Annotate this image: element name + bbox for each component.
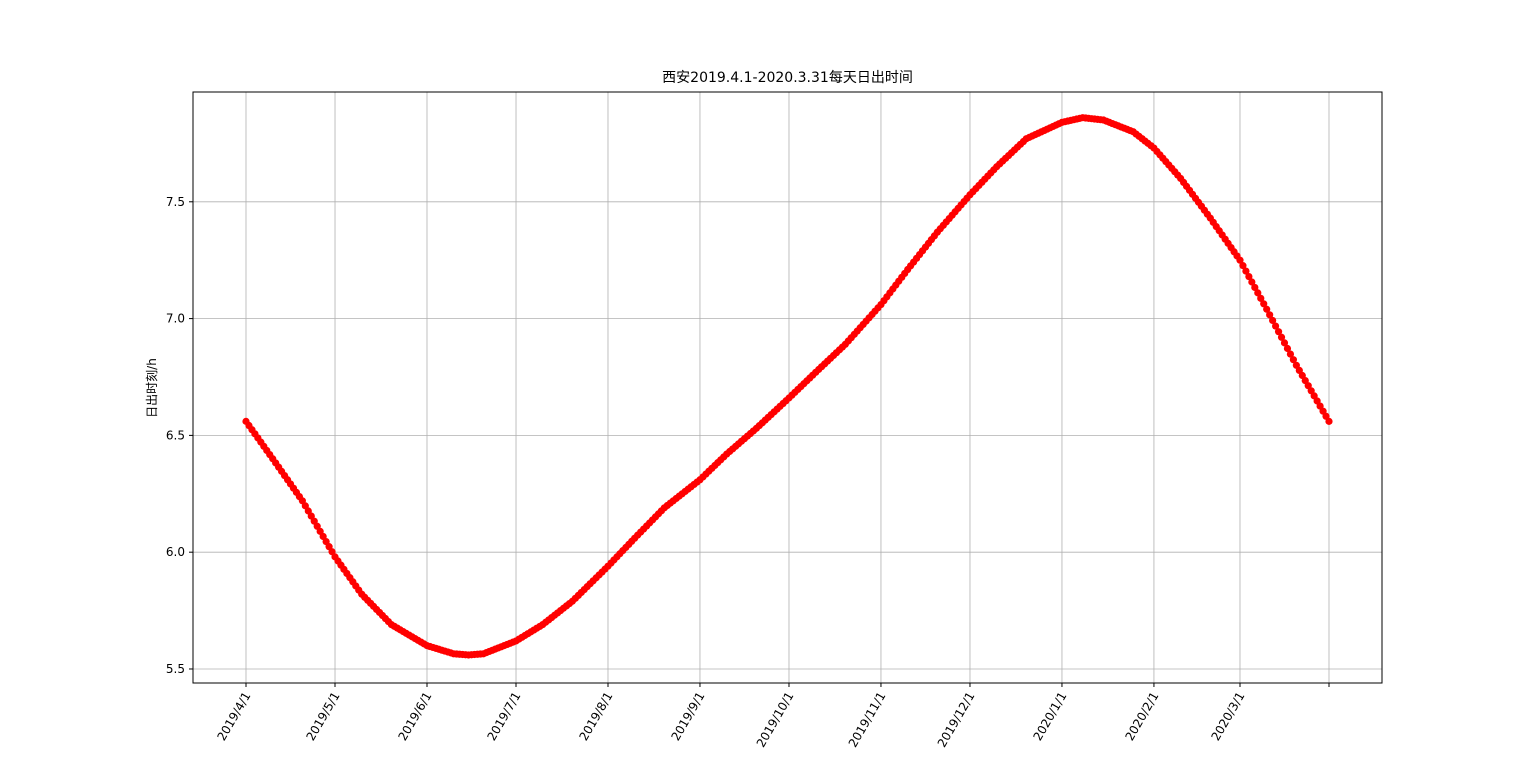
y-tick-label: 7.5 [166, 195, 185, 209]
y-axis: 5.5 6.0 6.5 7.0 7.5 [166, 195, 193, 676]
data-point [1280, 339, 1289, 347]
data-point [1236, 256, 1244, 264]
grid-lines [193, 92, 1382, 683]
data-point [1325, 417, 1333, 425]
data-point [1251, 283, 1259, 292]
data-point [1266, 311, 1274, 319]
data-point [1242, 267, 1250, 275]
x-tick-label: 2019/4/1 [215, 690, 254, 744]
y-tick-label: 7.0 [166, 312, 185, 326]
chart-title: 西安2019.4.1-2020.3.31每天日出时间 [662, 70, 913, 86]
plot-frame [192, 91, 1383, 684]
data-point [1263, 305, 1271, 313]
data-point [1286, 350, 1295, 358]
data-point [1277, 333, 1286, 341]
data-point [1289, 356, 1297, 364]
data-point [1274, 328, 1283, 336]
y-tick-label: 5.5 [166, 662, 185, 676]
x-tick-label: 2019/7/1 [485, 690, 524, 744]
data-point [1271, 322, 1280, 330]
x-tick-label: 2020/2/1 [1122, 690, 1161, 744]
data-point [1260, 300, 1268, 308]
data-point [1245, 272, 1253, 281]
x-tick-label: 2019/6/1 [396, 690, 435, 744]
data-point [1283, 344, 1292, 353]
data-point [1239, 262, 1247, 270]
x-tick-label: 2019/10/1 [754, 690, 797, 750]
y-tick-label: 6.5 [166, 428, 185, 442]
x-tick-label: 2019/11/1 [846, 690, 889, 750]
y-axis-label: 日出时刻/h [145, 358, 159, 418]
data-point [1254, 289, 1262, 297]
data-point [1248, 278, 1256, 286]
y-tick-label: 6.0 [166, 545, 185, 559]
x-tick-label: 2019/9/1 [668, 690, 707, 744]
data-point [1269, 316, 1277, 325]
x-tick-label: 2020/3/1 [1209, 690, 1248, 744]
x-tick-label: 2019/5/1 [304, 690, 343, 744]
x-axis: 2019/4/1 2019/5/1 2019/6/1 2019/7/1 2019/8/1… [215, 683, 1330, 750]
x-tick-label: 2019/12/1 [935, 690, 978, 750]
x-tick-label: 2020/1/1 [1030, 690, 1069, 744]
data-points [242, 114, 1333, 659]
x-tick-label: 2019/8/1 [577, 690, 616, 744]
data-point [1257, 294, 1265, 302]
